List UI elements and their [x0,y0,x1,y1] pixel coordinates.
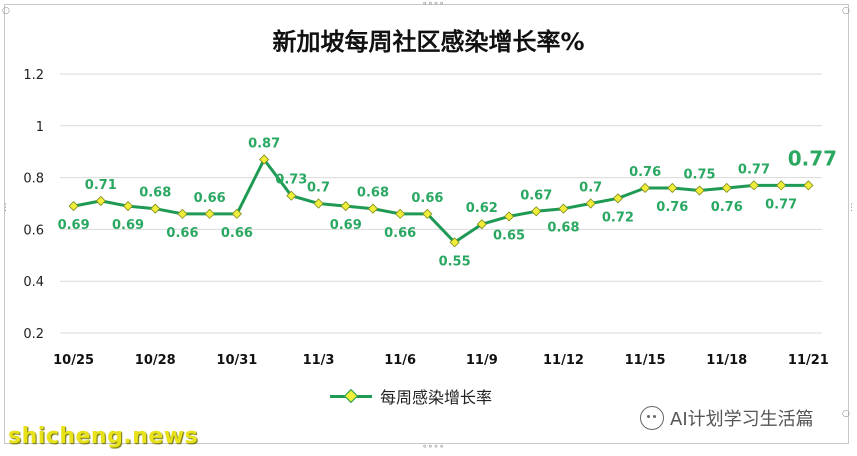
data-point [558,203,569,214]
data-point [667,182,678,194]
data-label: 0.73 [275,173,307,188]
y-tick-label: 0.2 [23,327,44,342]
data-label: 0.62 [466,201,498,216]
data-label: 0.87 [248,136,280,151]
chart-title: 新加坡每周社区感染增长率% [272,28,585,56]
data-label: 0.66 [384,226,416,241]
data-label: 0.68 [139,186,171,201]
data-point [395,208,406,219]
data-label: 0.66 [221,226,253,241]
data-label: 0.68 [357,186,389,201]
data-point [803,180,814,191]
x-tick-label: 11/9 [466,353,498,368]
x-tick-label: 10/31 [216,353,257,368]
resize-handle-top[interactable]: ∘∘∘∘ [422,0,445,9]
data-point [585,198,596,209]
data-point [259,154,270,165]
resize-handle-right[interactable]: ⋮ [847,203,856,213]
data-point [476,219,487,230]
data-point [313,198,324,209]
data-label: 0.66 [411,191,443,206]
data-label: 0.69 [58,218,90,233]
data-label: 0.7 [579,181,602,196]
data-point [367,203,379,214]
data-label: 0.76 [656,200,688,215]
legend: 每周感染增长率 [330,385,492,407]
data-label: 0.66 [194,191,226,206]
data-point [748,180,760,191]
site-watermark: shicheng.news [8,424,199,449]
data-label: 0.76 [711,200,743,215]
x-tick-label: 11/3 [303,353,335,368]
data-label: 0.66 [166,226,198,241]
data-point [150,203,161,214]
data-point [122,201,134,212]
data-point [204,208,215,219]
data-point [694,185,705,196]
x-tick-label: 11/18 [706,353,747,368]
data-point [231,208,242,219]
resize-handle-top-right[interactable]: ○ [842,6,850,16]
data-point [449,237,460,248]
wechat-icon [640,406,664,430]
data-point [177,208,188,219]
data-label: 0.77 [738,162,770,177]
data-label: 0.65 [493,228,525,243]
data-point [95,195,106,206]
data-label: 0.68 [547,221,579,236]
data-label: 0.75 [683,168,715,183]
resize-handle-top-left[interactable]: ○ [2,6,10,16]
data-point [503,211,515,222]
y-tick-label: 1.2 [23,68,44,83]
series-line [73,158,809,244]
y-tick-label: 0.4 [23,275,44,290]
data-point [721,182,732,194]
x-tick-label: 11/6 [384,353,416,368]
x-tick-label: 10/28 [135,353,176,368]
data-label: 0.69 [330,218,362,233]
data-label: 0.71 [85,178,117,193]
data-label: 0.77 [765,197,797,212]
legend-label: 每周感染增长率 [380,388,493,407]
data-label: 0.76 [629,165,661,180]
data-point [612,193,623,204]
data-label: 0.55 [439,254,471,269]
data-label: 0.7 [307,181,330,196]
x-tick-label: 11/21 [788,353,829,368]
data-label: 0.72 [602,210,634,225]
data-point [422,208,433,219]
data-point [531,206,542,217]
chart-frame [4,4,849,444]
data-label: 0.69 [112,218,144,233]
wechat-account-name: AI计划学习生活篇 [670,409,814,430]
y-tick-label: 1 [36,120,44,135]
resize-handle-bottom-right[interactable]: ○ [842,409,850,419]
data-point [286,190,297,201]
data-point [340,201,351,212]
x-tick-label: 11/12 [543,353,584,368]
data-label: 0.67 [520,188,552,203]
data-point [640,182,651,194]
data-label-highlight: 0.77 [788,146,837,170]
y-tick-label: 0.6 [23,223,44,238]
data-point [776,180,787,191]
resize-handle-left[interactable]: ⋮ [1,203,10,213]
legend-swatch [330,388,372,404]
x-tick-label: 10/25 [53,353,94,368]
wechat-watermark: AI计划学习生活篇 [640,405,814,431]
data-point [68,201,79,212]
x-tick-label: 11/15 [625,353,666,368]
resize-handle-bottom[interactable]: ∘∘∘∘ [422,442,445,452]
y-tick-label: 0.8 [23,172,44,187]
